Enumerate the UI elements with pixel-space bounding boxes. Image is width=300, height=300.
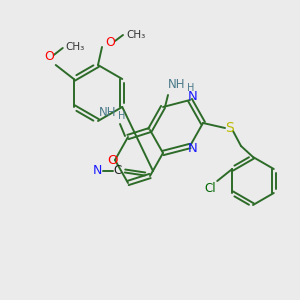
Text: NH: NH <box>99 106 117 119</box>
Text: N: N <box>188 91 198 103</box>
Text: Cl: Cl <box>204 182 216 196</box>
Text: N: N <box>188 142 198 155</box>
Text: CH₃: CH₃ <box>66 42 85 52</box>
Text: C: C <box>114 164 122 178</box>
Text: S: S <box>225 121 233 135</box>
Text: N: N <box>92 164 102 178</box>
Text: NH: NH <box>168 79 186 92</box>
Text: O: O <box>108 154 118 166</box>
Text: H: H <box>187 83 195 93</box>
Text: O: O <box>44 50 54 64</box>
Text: O: O <box>105 37 115 50</box>
Text: CH₃: CH₃ <box>126 30 145 40</box>
Text: H: H <box>118 111 126 121</box>
